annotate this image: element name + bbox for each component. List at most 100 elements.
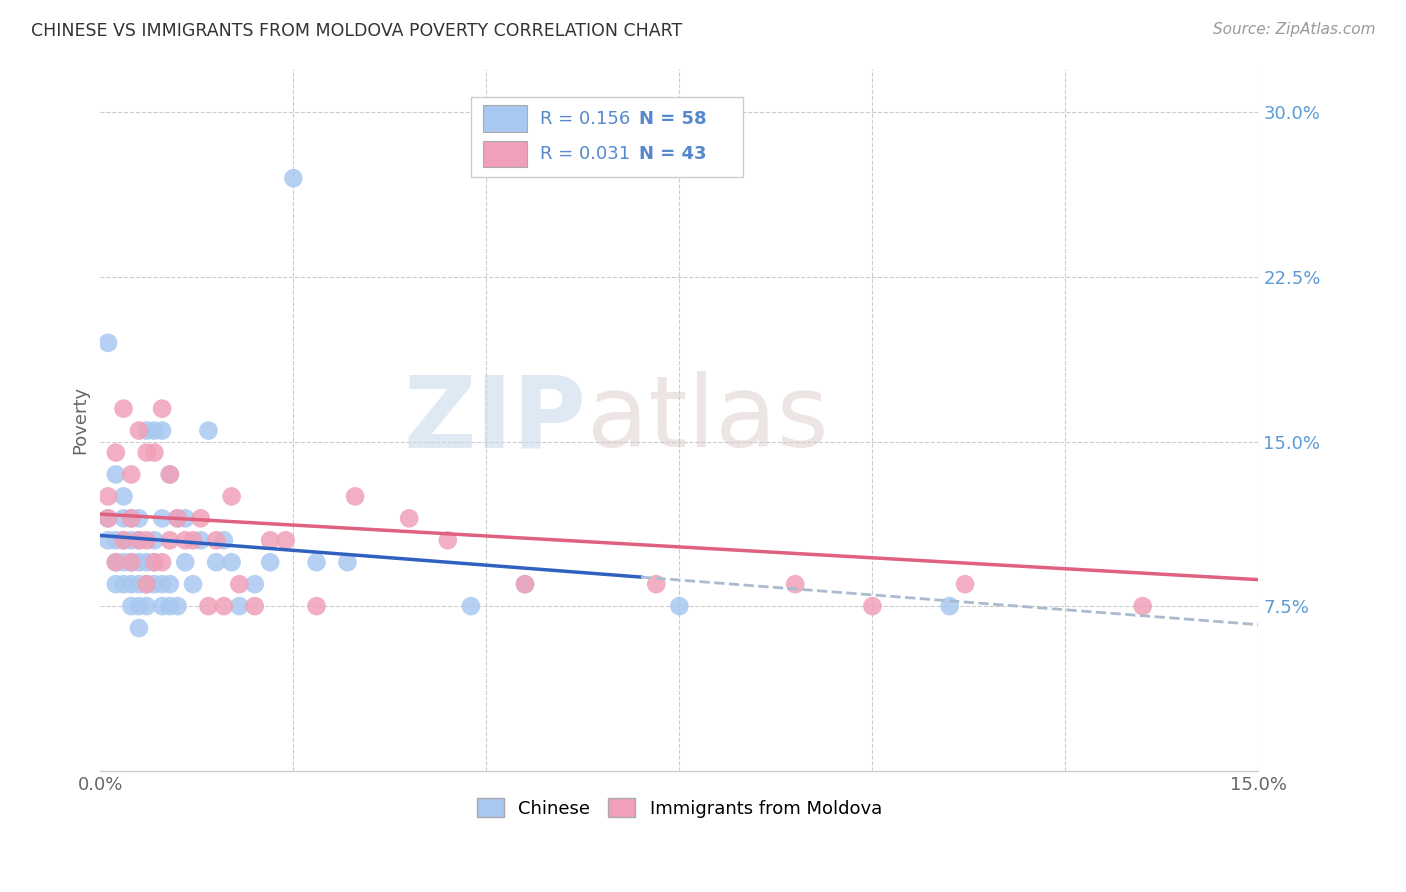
Point <box>513 577 536 591</box>
Point <box>212 599 235 614</box>
Point <box>460 599 482 614</box>
Point <box>128 555 150 569</box>
Point <box>135 533 157 548</box>
Point <box>120 555 142 569</box>
Point <box>120 511 142 525</box>
Point <box>150 511 173 525</box>
Point <box>143 555 166 569</box>
Point <box>112 555 135 569</box>
Point <box>120 467 142 482</box>
Point <box>120 577 142 591</box>
Point <box>97 335 120 350</box>
Point <box>953 577 976 591</box>
Point <box>197 424 219 438</box>
Point <box>159 577 181 591</box>
Point <box>166 511 188 525</box>
Point <box>112 533 135 548</box>
Point <box>212 533 235 548</box>
Point <box>938 599 960 614</box>
Point <box>128 621 150 635</box>
Point <box>128 599 150 614</box>
Text: N = 43: N = 43 <box>638 145 706 163</box>
Point <box>135 577 157 591</box>
Point <box>128 577 150 591</box>
Text: ZIP: ZIP <box>404 371 586 468</box>
Point <box>135 577 157 591</box>
Point <box>259 533 281 548</box>
Point <box>336 555 359 569</box>
Legend: Chinese, Immigrants from Moldova: Chinese, Immigrants from Moldova <box>470 791 890 825</box>
Point <box>174 533 197 548</box>
Point <box>398 511 420 525</box>
Point <box>181 533 204 548</box>
Point <box>166 599 188 614</box>
Point <box>112 577 135 591</box>
Point <box>135 424 157 438</box>
Point <box>128 424 150 438</box>
Point <box>205 555 228 569</box>
Point <box>150 424 173 438</box>
Point <box>104 445 127 459</box>
FancyBboxPatch shape <box>471 96 744 178</box>
Point <box>112 490 135 504</box>
Point <box>143 445 166 459</box>
Point <box>159 599 181 614</box>
Point <box>283 171 305 186</box>
Text: N = 58: N = 58 <box>638 110 706 128</box>
Point <box>436 533 458 548</box>
Point <box>513 577 536 591</box>
Point <box>143 533 166 548</box>
Point <box>150 401 173 416</box>
Point <box>221 555 243 569</box>
Point <box>120 511 142 525</box>
Point <box>128 533 150 548</box>
Point <box>120 599 142 614</box>
Point <box>104 555 127 569</box>
Text: atlas: atlas <box>586 371 828 468</box>
Y-axis label: Poverty: Poverty <box>72 385 89 454</box>
Point <box>97 533 120 548</box>
Point <box>104 533 127 548</box>
Point <box>97 490 120 504</box>
Point <box>243 599 266 614</box>
Text: R = 0.156: R = 0.156 <box>540 110 631 128</box>
Point <box>228 577 250 591</box>
Point <box>120 555 142 569</box>
Point <box>166 511 188 525</box>
Point <box>135 445 157 459</box>
Point <box>221 490 243 504</box>
Point <box>190 533 212 548</box>
Point <box>150 577 173 591</box>
Point <box>645 577 668 591</box>
Point <box>128 533 150 548</box>
Point <box>159 467 181 482</box>
Point <box>159 533 181 548</box>
Text: Source: ZipAtlas.com: Source: ZipAtlas.com <box>1212 22 1375 37</box>
Point <box>104 555 127 569</box>
Point <box>259 555 281 569</box>
Point <box>128 511 150 525</box>
Point <box>785 577 807 591</box>
Point <box>112 533 135 548</box>
Point <box>143 577 166 591</box>
Point <box>112 511 135 525</box>
Point <box>150 555 173 569</box>
Point <box>591 138 613 153</box>
Point <box>228 599 250 614</box>
Point <box>305 555 328 569</box>
Point <box>274 533 297 548</box>
Point <box>205 533 228 548</box>
Text: R = 0.031: R = 0.031 <box>540 145 630 163</box>
Point <box>104 577 127 591</box>
Point <box>190 511 212 525</box>
Point <box>97 511 120 525</box>
Point <box>120 533 142 548</box>
Point <box>143 555 166 569</box>
Point <box>174 555 197 569</box>
Point <box>174 511 197 525</box>
Point <box>159 467 181 482</box>
Point <box>112 401 135 416</box>
Point <box>135 555 157 569</box>
Point <box>344 490 367 504</box>
Point <box>104 467 127 482</box>
